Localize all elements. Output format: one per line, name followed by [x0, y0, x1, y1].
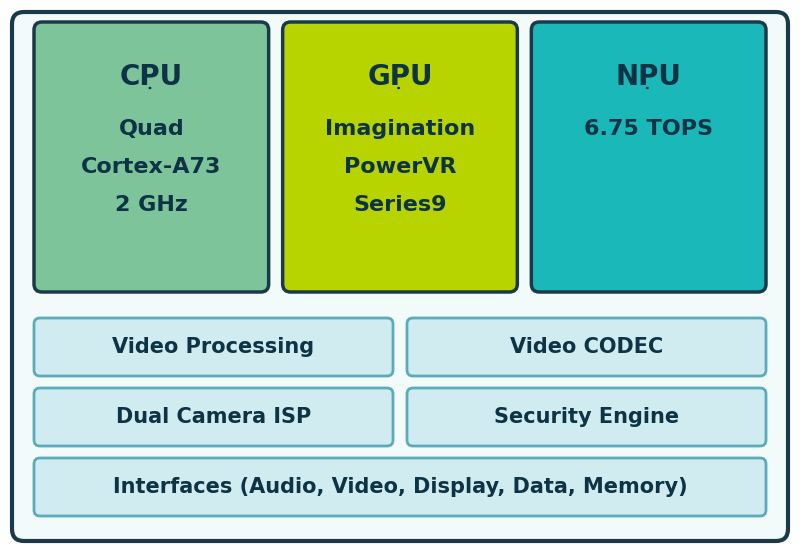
FancyBboxPatch shape [282, 22, 518, 292]
Text: PowerVR: PowerVR [344, 157, 456, 177]
Text: Security Engine: Security Engine [494, 407, 679, 427]
Text: Video CODEC: Video CODEC [510, 337, 663, 357]
Text: Series9: Series9 [354, 195, 446, 215]
Text: GPU: GPU [367, 63, 433, 91]
FancyBboxPatch shape [531, 22, 766, 292]
Text: 2 GHz: 2 GHz [115, 195, 188, 215]
Text: Imagination: Imagination [325, 119, 475, 139]
FancyBboxPatch shape [407, 388, 766, 446]
FancyBboxPatch shape [407, 318, 766, 376]
FancyBboxPatch shape [34, 458, 766, 516]
Text: NPU: NPU [616, 63, 682, 91]
Text: 6.75 TOPS: 6.75 TOPS [584, 119, 713, 139]
Text: Dual Camera ISP: Dual Camera ISP [116, 407, 311, 427]
FancyBboxPatch shape [34, 388, 393, 446]
FancyBboxPatch shape [12, 12, 788, 541]
FancyBboxPatch shape [34, 318, 393, 376]
Text: Interfaces (Audio, Video, Display, Data, Memory): Interfaces (Audio, Video, Display, Data,… [113, 477, 687, 497]
Text: Video Processing: Video Processing [113, 337, 314, 357]
Text: Quad: Quad [118, 119, 184, 139]
FancyBboxPatch shape [34, 22, 269, 292]
Text: Cortex-A73: Cortex-A73 [81, 157, 222, 177]
Text: CPU: CPU [120, 63, 183, 91]
